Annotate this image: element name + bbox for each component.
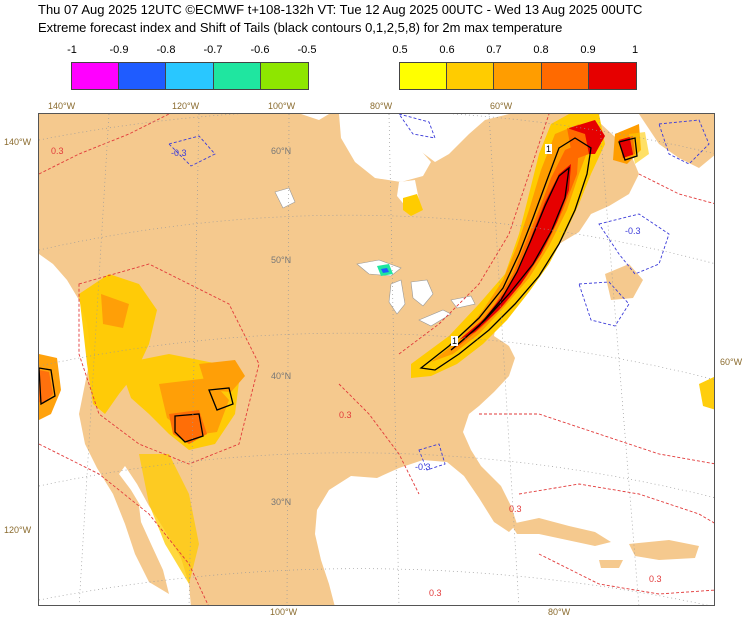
efi-atlantic-east <box>699 376 714 410</box>
map-title: Thu 07 Aug 2025 12UTC ©ECMWF t+108-132h … <box>38 2 643 17</box>
tick-label: -0.5 <box>297 44 317 56</box>
positive-colorbar-swatch <box>541 63 589 89</box>
efi-utah <box>199 360 245 392</box>
positive-colorbar <box>399 62 637 90</box>
negative-efi-contours <box>168 114 710 471</box>
lake-winnipeg <box>274 187 296 209</box>
negative-colorbar-swatch <box>166 63 214 89</box>
hispaniola-land <box>629 540 699 560</box>
lon-label: 80°W <box>370 101 393 111</box>
graticule <box>39 114 714 605</box>
negative-colorbar-swatch <box>119 63 167 89</box>
efi-map: 60°N 50°N 40°N 30°N -0.3 -0.3 -0.3 0.3 0… <box>38 113 715 606</box>
newfoundland-land <box>605 264 643 300</box>
contour-label: 0.3 <box>51 146 64 156</box>
tick-label: 0.5 <box>392 44 408 56</box>
positive-colorbar-swatch <box>447 63 495 89</box>
efi-negative-core <box>381 268 389 273</box>
contour-label: 0.3 <box>649 574 662 584</box>
tick-label: -0.8 <box>156 44 176 56</box>
jamaica-land <box>599 560 623 568</box>
shift-of-tails-contours <box>39 137 638 443</box>
lon-label: 140°W <box>48 101 76 111</box>
contour-label: 0.3 <box>509 504 522 514</box>
positive-efi-contours <box>39 114 714 605</box>
tick-label: 0.7 <box>486 44 502 56</box>
north-america-land <box>39 114 639 605</box>
lat-label: 30°N <box>271 497 292 507</box>
tick-label: -0.6 <box>250 44 270 56</box>
tick-label: 0.8 <box>533 44 549 56</box>
contour-label: -0.3 <box>415 462 431 472</box>
positive-colorbar-swatch <box>494 63 542 89</box>
contour-label: 0.3 <box>339 410 352 420</box>
efi-mexico-west <box>139 454 199 584</box>
greenland-land <box>639 114 714 168</box>
contour-label: 0.3 <box>429 588 442 598</box>
cuba-land <box>511 518 611 546</box>
positive-colorbar-ticks: 0.5 0.6 0.7 0.8 0.9 1 <box>392 44 639 60</box>
tick-label: -0.7 <box>203 44 223 56</box>
efi-west-coast <box>79 274 157 414</box>
sot-label: 1 <box>545 144 553 154</box>
hudson-bay <box>339 114 431 182</box>
map-subtitle: Extreme forecast index and Shift of Tail… <box>38 20 563 35</box>
lon-label: 60°W <box>720 357 743 367</box>
lon-label: 120°W <box>4 525 32 535</box>
lon-label: 100°W <box>270 607 298 617</box>
positive-colorbar-swatch <box>400 63 448 89</box>
lon-label: 140°W <box>4 137 32 147</box>
lake-huron <box>410 279 434 307</box>
tick-label: -0.9 <box>109 44 129 56</box>
efi-shading <box>39 274 714 584</box>
lon-label: 120°W <box>172 101 200 111</box>
lon-label: 60°W <box>490 101 513 111</box>
negative-colorbar-swatch <box>213 63 261 89</box>
lake-erie <box>418 309 452 327</box>
lon-label: 100°W <box>268 101 296 111</box>
contour-label: -0.3 <box>625 226 641 236</box>
contour-label: -0.3 <box>171 148 187 158</box>
tick-label: -1 <box>67 44 77 56</box>
lake-ontario <box>450 295 476 309</box>
lon-label: 80°W <box>548 607 571 617</box>
negative-colorbar-swatch <box>260 63 308 89</box>
lat-label: 40°N <box>271 371 292 381</box>
gulf-of-california <box>119 466 157 518</box>
lat-label: 50°N <box>271 255 292 265</box>
efi-oregon <box>101 294 129 328</box>
tick-label: 0.9 <box>580 44 596 56</box>
sot-label: 1 <box>451 336 459 346</box>
positive-colorbar-swatch <box>588 63 636 89</box>
negative-colorbar-swatch <box>72 63 120 89</box>
negative-colorbar-ticks: -1 -0.9 -0.8 -0.7 -0.6 -0.5 <box>67 44 316 60</box>
lat-label: 60°N <box>271 146 292 156</box>
lake-michigan <box>388 279 406 315</box>
tick-label: 0.6 <box>439 44 455 56</box>
efi-pacific-edge-core <box>39 370 53 404</box>
negative-colorbar <box>71 62 309 90</box>
map-canvas <box>39 114 714 605</box>
tick-label: 1 <box>631 44 639 56</box>
